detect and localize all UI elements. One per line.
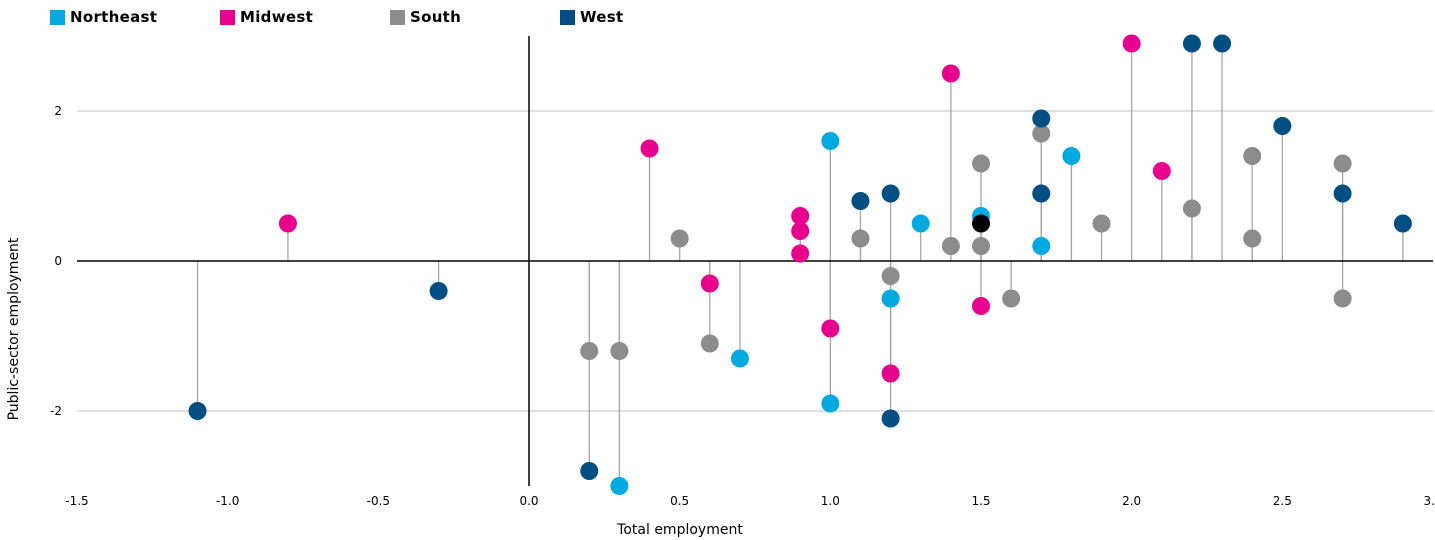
point-midwest bbox=[791, 244, 810, 263]
x-tick-label: 1.0 bbox=[821, 494, 840, 508]
x-tick-labels: -1.5 -1.0 -0.5 0.0 0.5 1.0 1.5 2.0 2.5 3.0 bbox=[65, 494, 1435, 508]
point-northeast bbox=[881, 289, 900, 308]
point-midwest bbox=[700, 274, 719, 293]
x-tick-label: 2.5 bbox=[1273, 494, 1292, 508]
point-south bbox=[580, 342, 599, 360]
point-south bbox=[670, 229, 689, 248]
point-midwest bbox=[791, 207, 810, 225]
x-tick-label: -0.5 bbox=[367, 494, 390, 508]
x-axis-title: Total employment bbox=[616, 522, 743, 538]
point-west bbox=[1393, 214, 1412, 233]
point-south bbox=[700, 334, 719, 353]
point-south bbox=[972, 154, 990, 173]
legend-label: South bbox=[410, 8, 462, 26]
point-west bbox=[188, 402, 207, 420]
point-south bbox=[1002, 289, 1021, 308]
point-south bbox=[941, 237, 960, 255]
y-axis-title: Public-sector employment bbox=[6, 237, 22, 420]
point-northeast bbox=[821, 132, 840, 150]
point-midwest bbox=[1122, 34, 1141, 53]
point-west bbox=[1032, 109, 1051, 128]
legend-label: Midwest bbox=[240, 8, 314, 26]
x-tick-label: -1.0 bbox=[216, 494, 239, 508]
point-midwest bbox=[881, 364, 900, 383]
x-tick-label: 1.5 bbox=[971, 494, 990, 508]
point-west bbox=[1032, 184, 1051, 203]
point-south bbox=[881, 267, 900, 285]
point-west bbox=[851, 192, 870, 210]
x-tick-label: 2.0 bbox=[1122, 494, 1141, 508]
legend-swatch bbox=[390, 9, 405, 25]
legend-item-northeast: Northeast bbox=[50, 8, 157, 26]
point-midwest bbox=[791, 222, 810, 240]
point-south bbox=[1032, 124, 1051, 143]
stems bbox=[196, 43, 1404, 486]
y-tick-label: 2 bbox=[54, 104, 62, 118]
point-northeast bbox=[911, 214, 930, 233]
point-midwest bbox=[972, 297, 990, 315]
point-south bbox=[972, 237, 990, 255]
point-south bbox=[1182, 199, 1201, 218]
point-highlight bbox=[972, 214, 990, 233]
point-west bbox=[1182, 34, 1201, 53]
point-midwest bbox=[278, 214, 297, 233]
points bbox=[188, 34, 1412, 495]
point-south bbox=[851, 229, 870, 248]
point-west bbox=[881, 409, 900, 428]
point-west bbox=[580, 462, 599, 480]
x-tick-label: 3.0 bbox=[1423, 494, 1435, 508]
y-tick-label: -2 bbox=[50, 404, 62, 418]
point-west bbox=[429, 282, 448, 300]
point-west bbox=[1273, 117, 1292, 135]
x-tick-label: 0.0 bbox=[519, 494, 538, 508]
point-south bbox=[1243, 229, 1262, 248]
point-northeast bbox=[821, 394, 840, 413]
point-northeast bbox=[1062, 147, 1081, 165]
point-south bbox=[610, 342, 629, 360]
x-tick-label: -1.5 bbox=[65, 494, 88, 508]
point-midwest bbox=[640, 139, 659, 158]
legend-label: Northeast bbox=[70, 8, 158, 26]
legend-label: West bbox=[580, 8, 624, 26]
point-west bbox=[1213, 34, 1232, 53]
point-south bbox=[1243, 147, 1262, 165]
legend-swatch bbox=[560, 9, 575, 25]
legend-item-south: South bbox=[390, 8, 461, 26]
point-south bbox=[1092, 214, 1111, 233]
x-tick-label: 0.5 bbox=[670, 494, 689, 508]
gridlines bbox=[77, 110, 1433, 412]
point-northeast bbox=[730, 349, 749, 368]
legend-swatch bbox=[220, 9, 235, 25]
point-west bbox=[1333, 184, 1352, 203]
y-tick-label: 0 bbox=[54, 254, 62, 268]
point-midwest bbox=[941, 64, 960, 83]
point-midwest bbox=[821, 319, 840, 338]
point-northeast bbox=[1032, 237, 1051, 255]
legend-swatch bbox=[50, 9, 65, 25]
y-tick-labels: -2 0 2 bbox=[50, 104, 62, 418]
point-south bbox=[1333, 289, 1352, 308]
axes bbox=[77, 36, 1433, 486]
legend-item-west: West bbox=[560, 8, 623, 26]
point-south bbox=[1333, 154, 1352, 173]
legend-item-midwest: Midwest bbox=[220, 8, 313, 26]
point-northeast bbox=[610, 477, 629, 495]
point-midwest bbox=[1152, 162, 1171, 180]
point-west bbox=[881, 184, 900, 203]
